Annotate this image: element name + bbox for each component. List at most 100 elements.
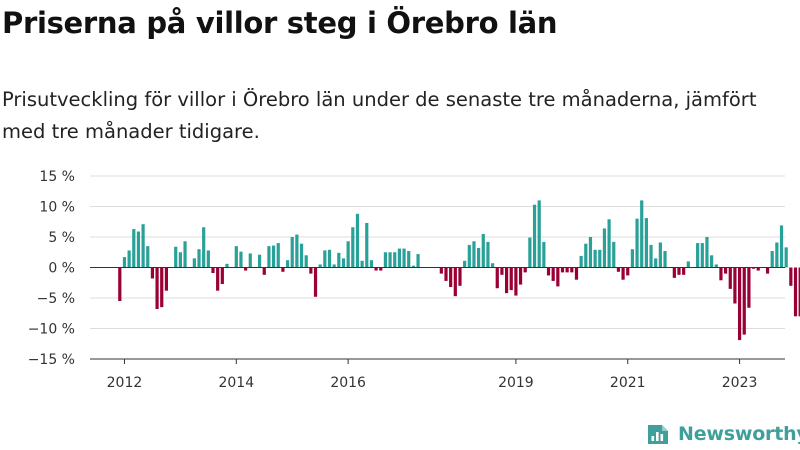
bar	[453, 267, 457, 297]
bar	[313, 267, 318, 297]
bar	[174, 246, 178, 268]
bar	[481, 233, 485, 268]
bar	[206, 250, 210, 268]
bar	[672, 267, 676, 278]
bar	[127, 250, 131, 268]
bar	[369, 260, 374, 268]
bar	[327, 249, 332, 268]
bar	[551, 267, 555, 281]
bar	[258, 254, 262, 268]
bar	[565, 267, 569, 273]
bar	[248, 253, 252, 268]
bar	[341, 258, 346, 268]
bar	[770, 251, 774, 268]
x-tick-label: 2016	[330, 375, 366, 391]
bar	[728, 267, 732, 289]
bar	[542, 241, 546, 268]
bar	[491, 263, 495, 268]
bar	[733, 267, 737, 304]
bar	[146, 246, 150, 268]
bar	[626, 267, 630, 276]
bar	[309, 267, 313, 274]
bar	[612, 241, 616, 268]
bar	[765, 267, 770, 274]
bar	[621, 267, 625, 280]
bar	[598, 249, 602, 268]
bar	[262, 267, 266, 275]
bar	[616, 267, 621, 272]
y-tick-label: 0 %	[48, 261, 75, 277]
bar	[411, 265, 415, 268]
bar	[682, 267, 686, 275]
bar	[346, 241, 350, 268]
bar	[299, 243, 304, 268]
bar	[635, 218, 639, 268]
bar	[798, 267, 800, 317]
bar	[276, 243, 280, 268]
bar	[337, 252, 341, 268]
brand-name: Newsworthy	[678, 423, 800, 445]
bar	[374, 267, 378, 271]
bar	[290, 237, 294, 268]
x-tick-label: 2014	[218, 375, 254, 391]
bar	[789, 267, 793, 286]
bar	[463, 260, 467, 268]
bar	[192, 258, 196, 268]
bar	[747, 267, 751, 308]
bar	[537, 200, 541, 268]
bar	[160, 267, 164, 308]
bar	[528, 237, 532, 268]
y-tick-label: −15 %	[28, 352, 75, 368]
bar	[584, 243, 588, 268]
bar	[649, 244, 653, 268]
x-tick-label: 2012	[107, 375, 143, 391]
bar	[397, 248, 401, 268]
bar	[663, 251, 667, 268]
bar	[393, 252, 397, 268]
bar	[458, 267, 462, 286]
bar	[164, 267, 168, 291]
bar	[640, 200, 644, 268]
bar	[323, 250, 327, 268]
bar	[183, 241, 187, 268]
bar	[658, 242, 662, 268]
bar	[271, 245, 276, 268]
bar	[784, 247, 788, 268]
bar	[416, 254, 420, 268]
bar	[388, 252, 392, 268]
bar	[719, 267, 723, 281]
bar	[355, 213, 360, 268]
bar	[449, 267, 453, 288]
bar	[365, 222, 369, 268]
bar	[700, 243, 704, 268]
bar	[793, 267, 798, 317]
bar	[402, 248, 406, 268]
bar	[211, 267, 215, 273]
bar	[714, 264, 718, 268]
bar	[197, 249, 201, 268]
bar	[654, 258, 658, 268]
bar	[500, 267, 504, 275]
bar	[514, 267, 518, 296]
bar	[532, 204, 537, 268]
bar	[686, 261, 690, 268]
bar	[705, 237, 709, 268]
bar	[472, 241, 476, 268]
bar	[560, 267, 565, 273]
bar	[523, 267, 527, 273]
bar	[570, 267, 574, 273]
bar	[295, 234, 299, 268]
bar	[486, 241, 490, 268]
bar	[225, 263, 229, 268]
bar	[122, 257, 127, 268]
bar	[579, 255, 583, 268]
bar	[724, 267, 728, 274]
bar	[155, 267, 159, 309]
bar	[467, 244, 471, 268]
bar	[677, 267, 681, 275]
bar	[281, 267, 285, 272]
bar	[216, 267, 220, 291]
bar	[267, 246, 271, 268]
y-tick-label: 15 %	[39, 169, 75, 185]
